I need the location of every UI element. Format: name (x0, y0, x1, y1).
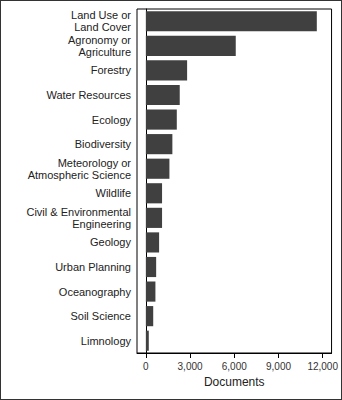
svg-text:Oceanography: Oceanography (59, 286, 132, 298)
svg-text:Limnology: Limnology (81, 335, 132, 347)
svg-text:9,000: 9,000 (266, 361, 291, 372)
svg-text:0: 0 (143, 361, 149, 372)
svg-text:3,000: 3,000 (178, 361, 203, 372)
svg-text:Forestry: Forestry (91, 64, 132, 76)
svg-text:Meteorology or: Meteorology or (58, 157, 132, 169)
svg-text:Agronomy or: Agronomy or (68, 34, 131, 46)
svg-text:Soil Science: Soil Science (70, 310, 131, 322)
svg-text:6,000: 6,000 (222, 361, 247, 372)
svg-text:Water Resources: Water Resources (46, 89, 131, 101)
svg-text:Urban Planning: Urban Planning (55, 261, 131, 273)
svg-text:Agriculture: Agriculture (78, 46, 131, 58)
svg-text:Atmospheric Science: Atmospheric Science (28, 169, 131, 181)
svg-text:Biodiversity: Biodiversity (75, 138, 132, 150)
svg-text:Documents: Documents (204, 375, 265, 389)
svg-text:12,000: 12,000 (307, 361, 338, 372)
svg-text:Engineering: Engineering (72, 218, 131, 230)
svg-text:Land Use or: Land Use or (71, 9, 131, 21)
svg-text:Ecology: Ecology (92, 114, 132, 126)
svg-text:Wildlife: Wildlife (96, 187, 131, 199)
svg-text:Civil & Environmental: Civil & Environmental (26, 206, 131, 218)
svg-text:Land Cover: Land Cover (74, 21, 131, 33)
svg-text:Geology: Geology (90, 236, 131, 248)
